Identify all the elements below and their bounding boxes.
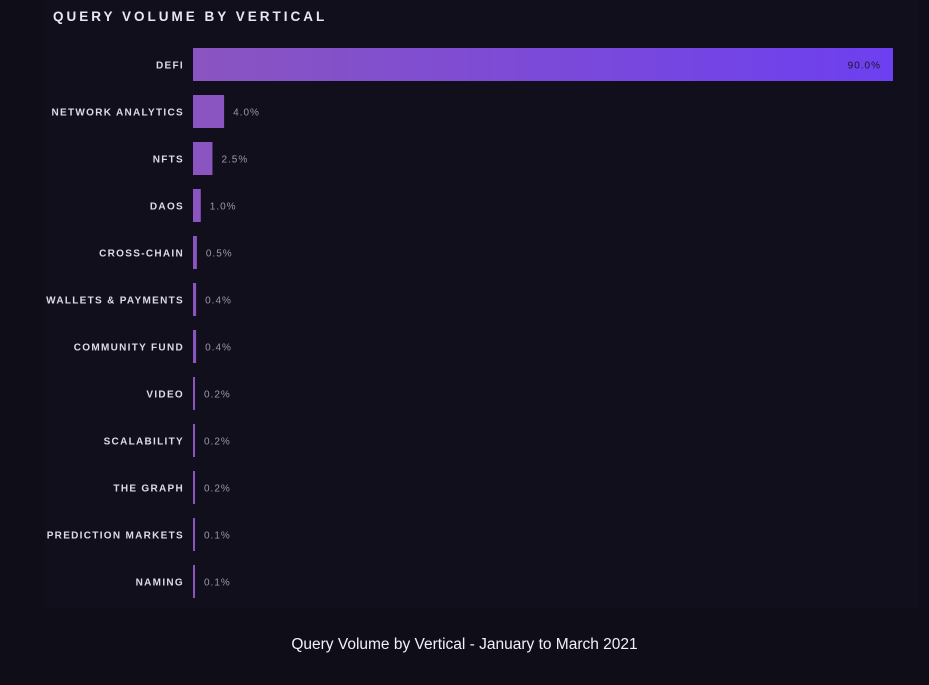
bar <box>193 424 195 457</box>
value-label: 0.4% <box>205 296 232 307</box>
chart-panel <box>44 0 919 608</box>
category-label: PREDICTION MARKETS <box>47 531 184 542</box>
bar <box>193 142 213 175</box>
value-label: 2.5% <box>221 155 248 166</box>
bar-chart: DEFI 90.0% NETWORK ANALYTICS 4.0% NFTS 2.5% DA… <box>46 48 893 598</box>
category-label: COMMUNITY FUND <box>74 343 184 354</box>
value-label: 0.1% <box>204 531 231 542</box>
bar <box>193 236 197 269</box>
value-label: 0.4% <box>205 343 232 354</box>
category-label: NFTS <box>153 155 184 166</box>
bar <box>193 518 195 551</box>
category-label: SCALABILITY <box>104 437 184 448</box>
value-label: 0.2% <box>204 390 231 401</box>
bar <box>193 330 197 363</box>
value-label: 1.0% <box>210 202 237 213</box>
bar <box>193 377 195 410</box>
category-label: DEFI <box>156 61 184 72</box>
category-label: NETWORK ANALYTICS <box>52 108 184 119</box>
value-label: 90.0% <box>848 61 881 72</box>
category-label: WALLETS & PAYMENTS <box>46 296 184 307</box>
category-label: VIDEO <box>146 390 184 401</box>
category-label: NAMING <box>136 578 184 589</box>
value-label: 0.2% <box>204 437 231 448</box>
value-label: 0.5% <box>206 249 233 260</box>
bars-layer: DEFI 90.0% NETWORK ANALYTICS 4.0% NFTS 2.5% DA… <box>46 48 893 598</box>
bar <box>193 189 201 222</box>
chart-title: QUERY VOLUME BY VERTICAL <box>53 9 328 24</box>
bar <box>193 48 893 81</box>
value-label: 4.0% <box>233 108 260 119</box>
category-label: CROSS-CHAIN <box>99 249 184 260</box>
value-label: 0.1% <box>204 578 231 589</box>
bar <box>193 471 195 504</box>
chart-caption: Query Volume by Vertical - January to Ma… <box>291 636 638 653</box>
value-label: 0.2% <box>204 484 231 495</box>
category-label: DAOS <box>150 202 184 213</box>
category-label: THE GRAPH <box>113 484 184 495</box>
bar <box>193 565 195 598</box>
bar <box>193 283 197 316</box>
bar <box>193 95 225 128</box>
